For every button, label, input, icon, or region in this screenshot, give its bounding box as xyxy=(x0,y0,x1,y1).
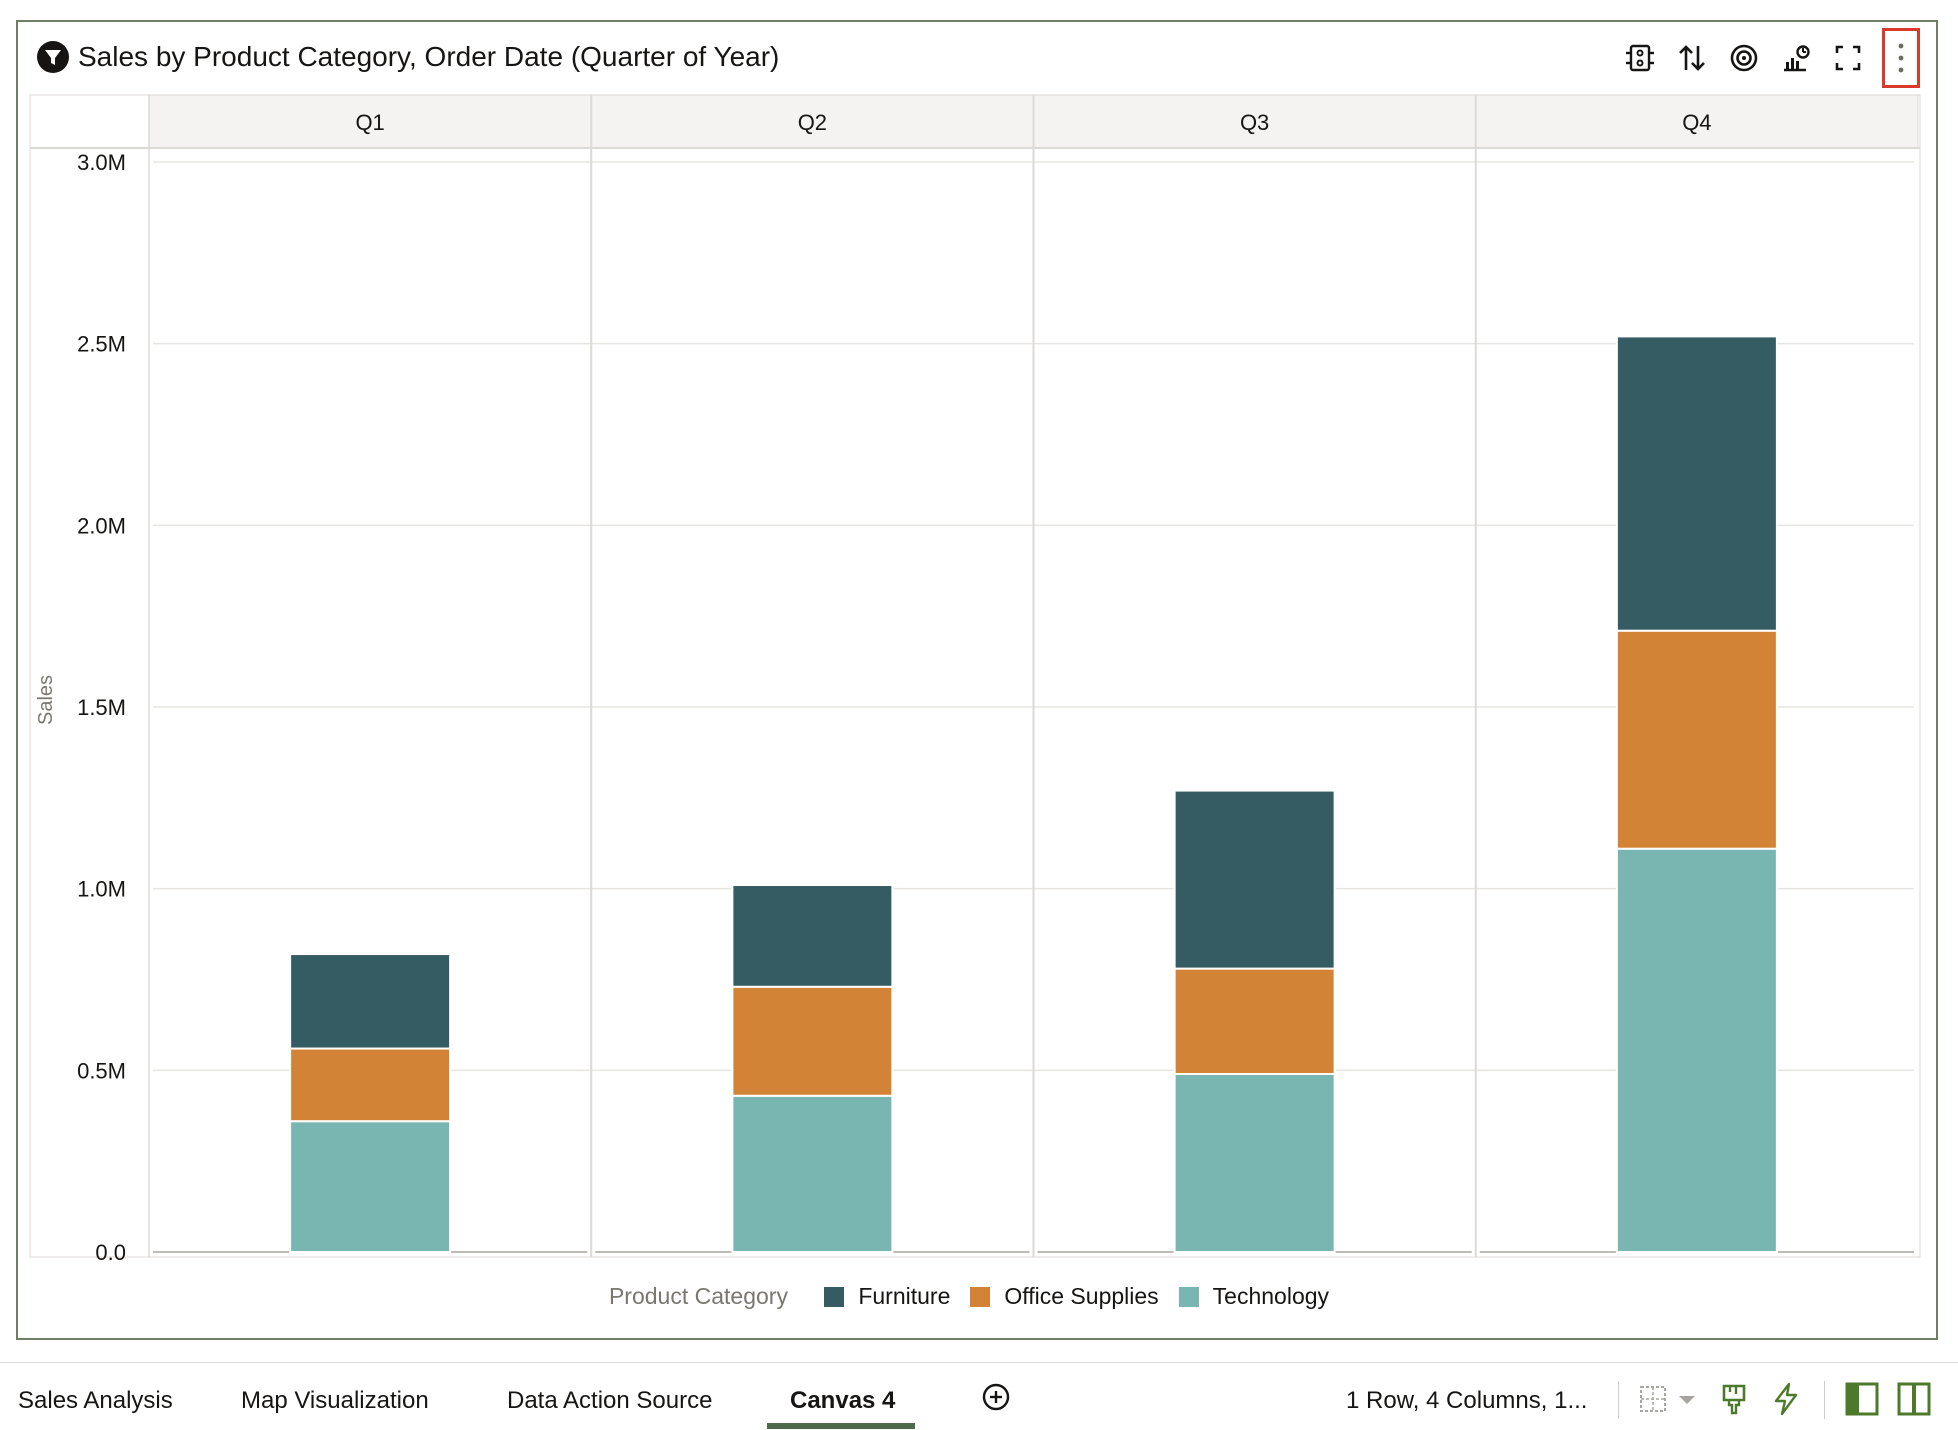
viz-header: Sales by Product Category, Order Date (Q… xyxy=(16,20,1938,92)
stacked-bar-chart: 0.0 0.5M 1.0M 1.5M 2.0M 2.5M 3.0M Sales Q1 Q2 Q3 Q4 xyxy=(29,94,1921,1265)
bar-office-supplies-q2 xyxy=(731,985,894,1097)
chevron-down-icon[interactable] xyxy=(1676,1381,1698,1417)
legend-swatch xyxy=(1178,1287,1199,1307)
tab-data-action-source[interactable]: Data Action Source xyxy=(507,1387,713,1414)
left-panel-icon[interactable] xyxy=(1844,1381,1880,1417)
category-label-q2: Q2 xyxy=(798,110,827,135)
canvas-layout-status: 1 Row, 4 Columns, 1... xyxy=(1346,1387,1588,1414)
y-tick-label: 2.5M xyxy=(77,332,126,357)
y-axis-title: Sales xyxy=(35,675,57,725)
category-label-q4: Q4 xyxy=(1682,110,1711,135)
bar-furniture-q2 xyxy=(731,884,894,988)
bar-technology-q2 xyxy=(731,1094,894,1254)
target-icon[interactable] xyxy=(1724,38,1764,78)
y-tick-label: 0.0 xyxy=(95,1240,126,1265)
y-tick-label: 3.0M xyxy=(77,150,126,175)
legend-label: Technology xyxy=(1212,1283,1330,1309)
bar-technology-q3 xyxy=(1173,1072,1336,1254)
y-tick-label: 1.5M xyxy=(77,695,126,720)
legend-label: Furniture xyxy=(858,1283,951,1309)
y-tick-label: 0.5M xyxy=(77,1058,126,1083)
bar-furniture-q3 xyxy=(1173,789,1336,970)
viz-title: Sales by Product Category, Order Date (Q… xyxy=(78,41,780,72)
right-panel-icon[interactable] xyxy=(1896,1381,1932,1417)
bar-office-supplies-q4 xyxy=(1615,629,1778,850)
divider xyxy=(1618,1381,1619,1419)
filter-icon[interactable] xyxy=(36,40,70,74)
category-label-q3: Q3 xyxy=(1240,110,1269,135)
legend-title: Product Category xyxy=(608,1283,788,1309)
legend-item-furniture[interactable]: Furniture xyxy=(824,1276,950,1316)
tab-map-visualization[interactable]: Map Visualization xyxy=(241,1387,429,1414)
legend-label: Office Supplies xyxy=(1004,1283,1159,1309)
lightning-icon[interactable] xyxy=(1768,1381,1804,1417)
maximize-icon[interactable] xyxy=(1828,38,1868,78)
sort-icon[interactable] xyxy=(1672,38,1712,78)
bar-office-supplies-q3 xyxy=(1173,967,1336,1075)
legend: Product Category Furniture Office Supplie… xyxy=(0,1276,1958,1316)
legend-item-office-supplies[interactable]: Office Supplies xyxy=(970,1276,1159,1316)
legend-swatch xyxy=(824,1287,845,1307)
add-canvas-icon[interactable] xyxy=(980,1381,1012,1413)
canvas-tab-bar: Sales Analysis Map Visualization Data Ac… xyxy=(0,1362,1958,1430)
layout-grid-icon[interactable] xyxy=(1638,1381,1674,1417)
category-label-q1: Q1 xyxy=(355,110,384,135)
bar-technology-q4 xyxy=(1615,847,1778,1253)
chart-type-icon[interactable] xyxy=(1776,38,1816,78)
tab-canvas-4[interactable]: Canvas 4 xyxy=(790,1387,896,1414)
more-options-icon[interactable] xyxy=(1882,28,1920,88)
filter-settings-icon[interactable] xyxy=(1620,38,1660,78)
bar-furniture-q1 xyxy=(289,953,452,1050)
bar-office-supplies-q1 xyxy=(289,1047,452,1123)
y-tick-label: 2.0M xyxy=(77,513,126,538)
active-tab-indicator xyxy=(767,1423,915,1429)
tab-sales-analysis[interactable]: Sales Analysis xyxy=(18,1387,173,1414)
legend-swatch xyxy=(970,1287,991,1307)
bar-technology-q1 xyxy=(289,1120,452,1253)
y-tick-label: 1.0M xyxy=(77,877,126,902)
legend-item-technology[interactable]: Technology xyxy=(1178,1276,1330,1316)
brush-icon[interactable] xyxy=(1716,1381,1752,1417)
bar-furniture-q4 xyxy=(1615,335,1778,632)
divider xyxy=(1824,1381,1825,1419)
